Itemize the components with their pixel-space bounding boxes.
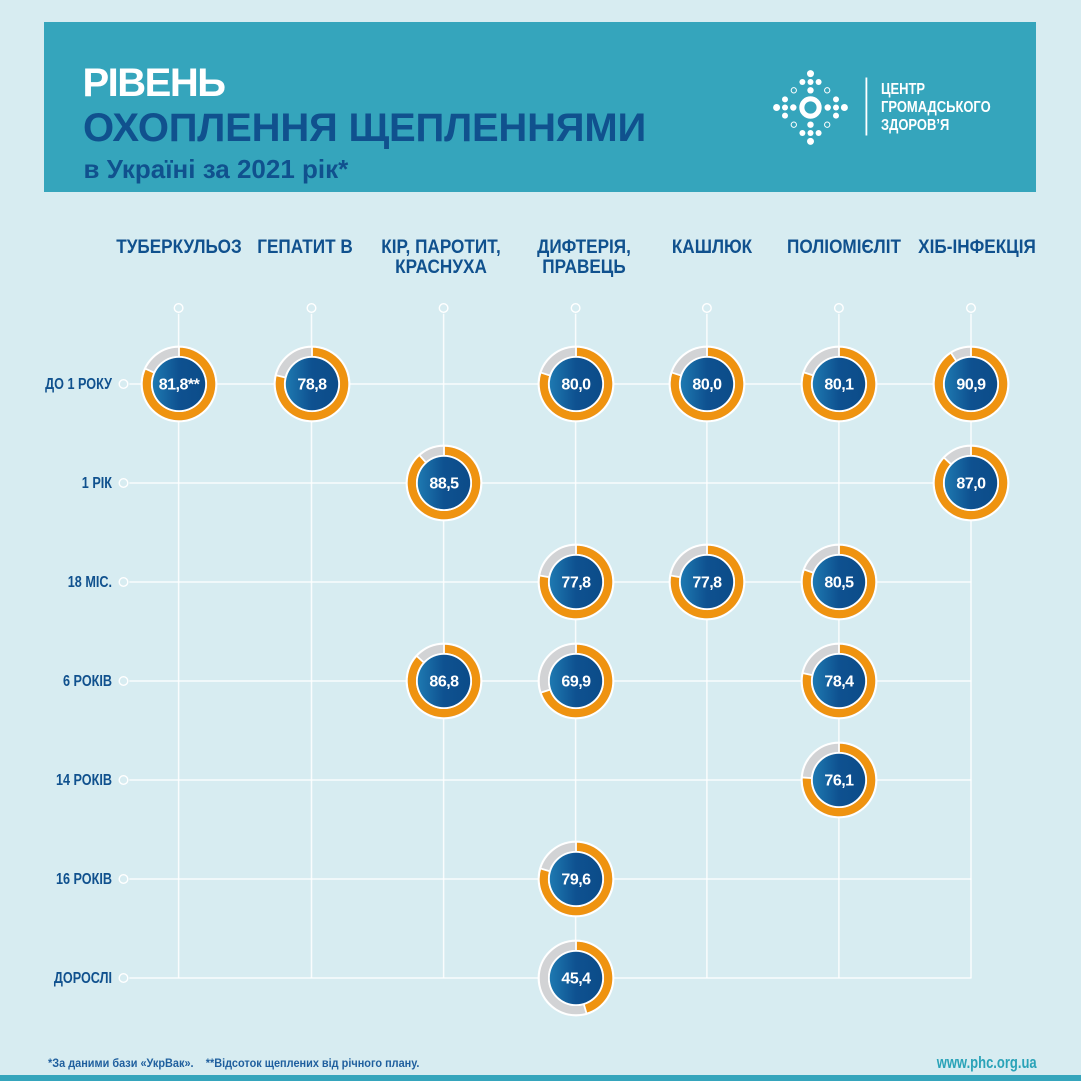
svg-text:78,8: 78,8 — [297, 377, 327, 394]
svg-text:86,8: 86,8 — [429, 674, 459, 691]
svg-text:79,6: 79,6 — [561, 872, 591, 889]
svg-text:69,9: 69,9 — [561, 674, 591, 691]
svg-text:80,0: 80,0 — [692, 377, 722, 394]
svg-text:87,0: 87,0 — [956, 476, 986, 493]
svg-text:80,5: 80,5 — [824, 575, 854, 592]
svg-text:76,1: 76,1 — [824, 773, 854, 790]
svg-text:78,4: 78,4 — [824, 674, 854, 691]
svg-text:45,4: 45,4 — [561, 971, 591, 988]
svg-text:77,8: 77,8 — [692, 575, 722, 592]
svg-text:81,8**: 81,8** — [158, 377, 200, 394]
svg-text:80,1: 80,1 — [824, 377, 854, 394]
svg-text:80,0: 80,0 — [561, 377, 591, 394]
svg-text:88,5: 88,5 — [429, 476, 459, 493]
svg-text:77,8: 77,8 — [561, 575, 591, 592]
svg-text:90,9: 90,9 — [956, 377, 986, 394]
